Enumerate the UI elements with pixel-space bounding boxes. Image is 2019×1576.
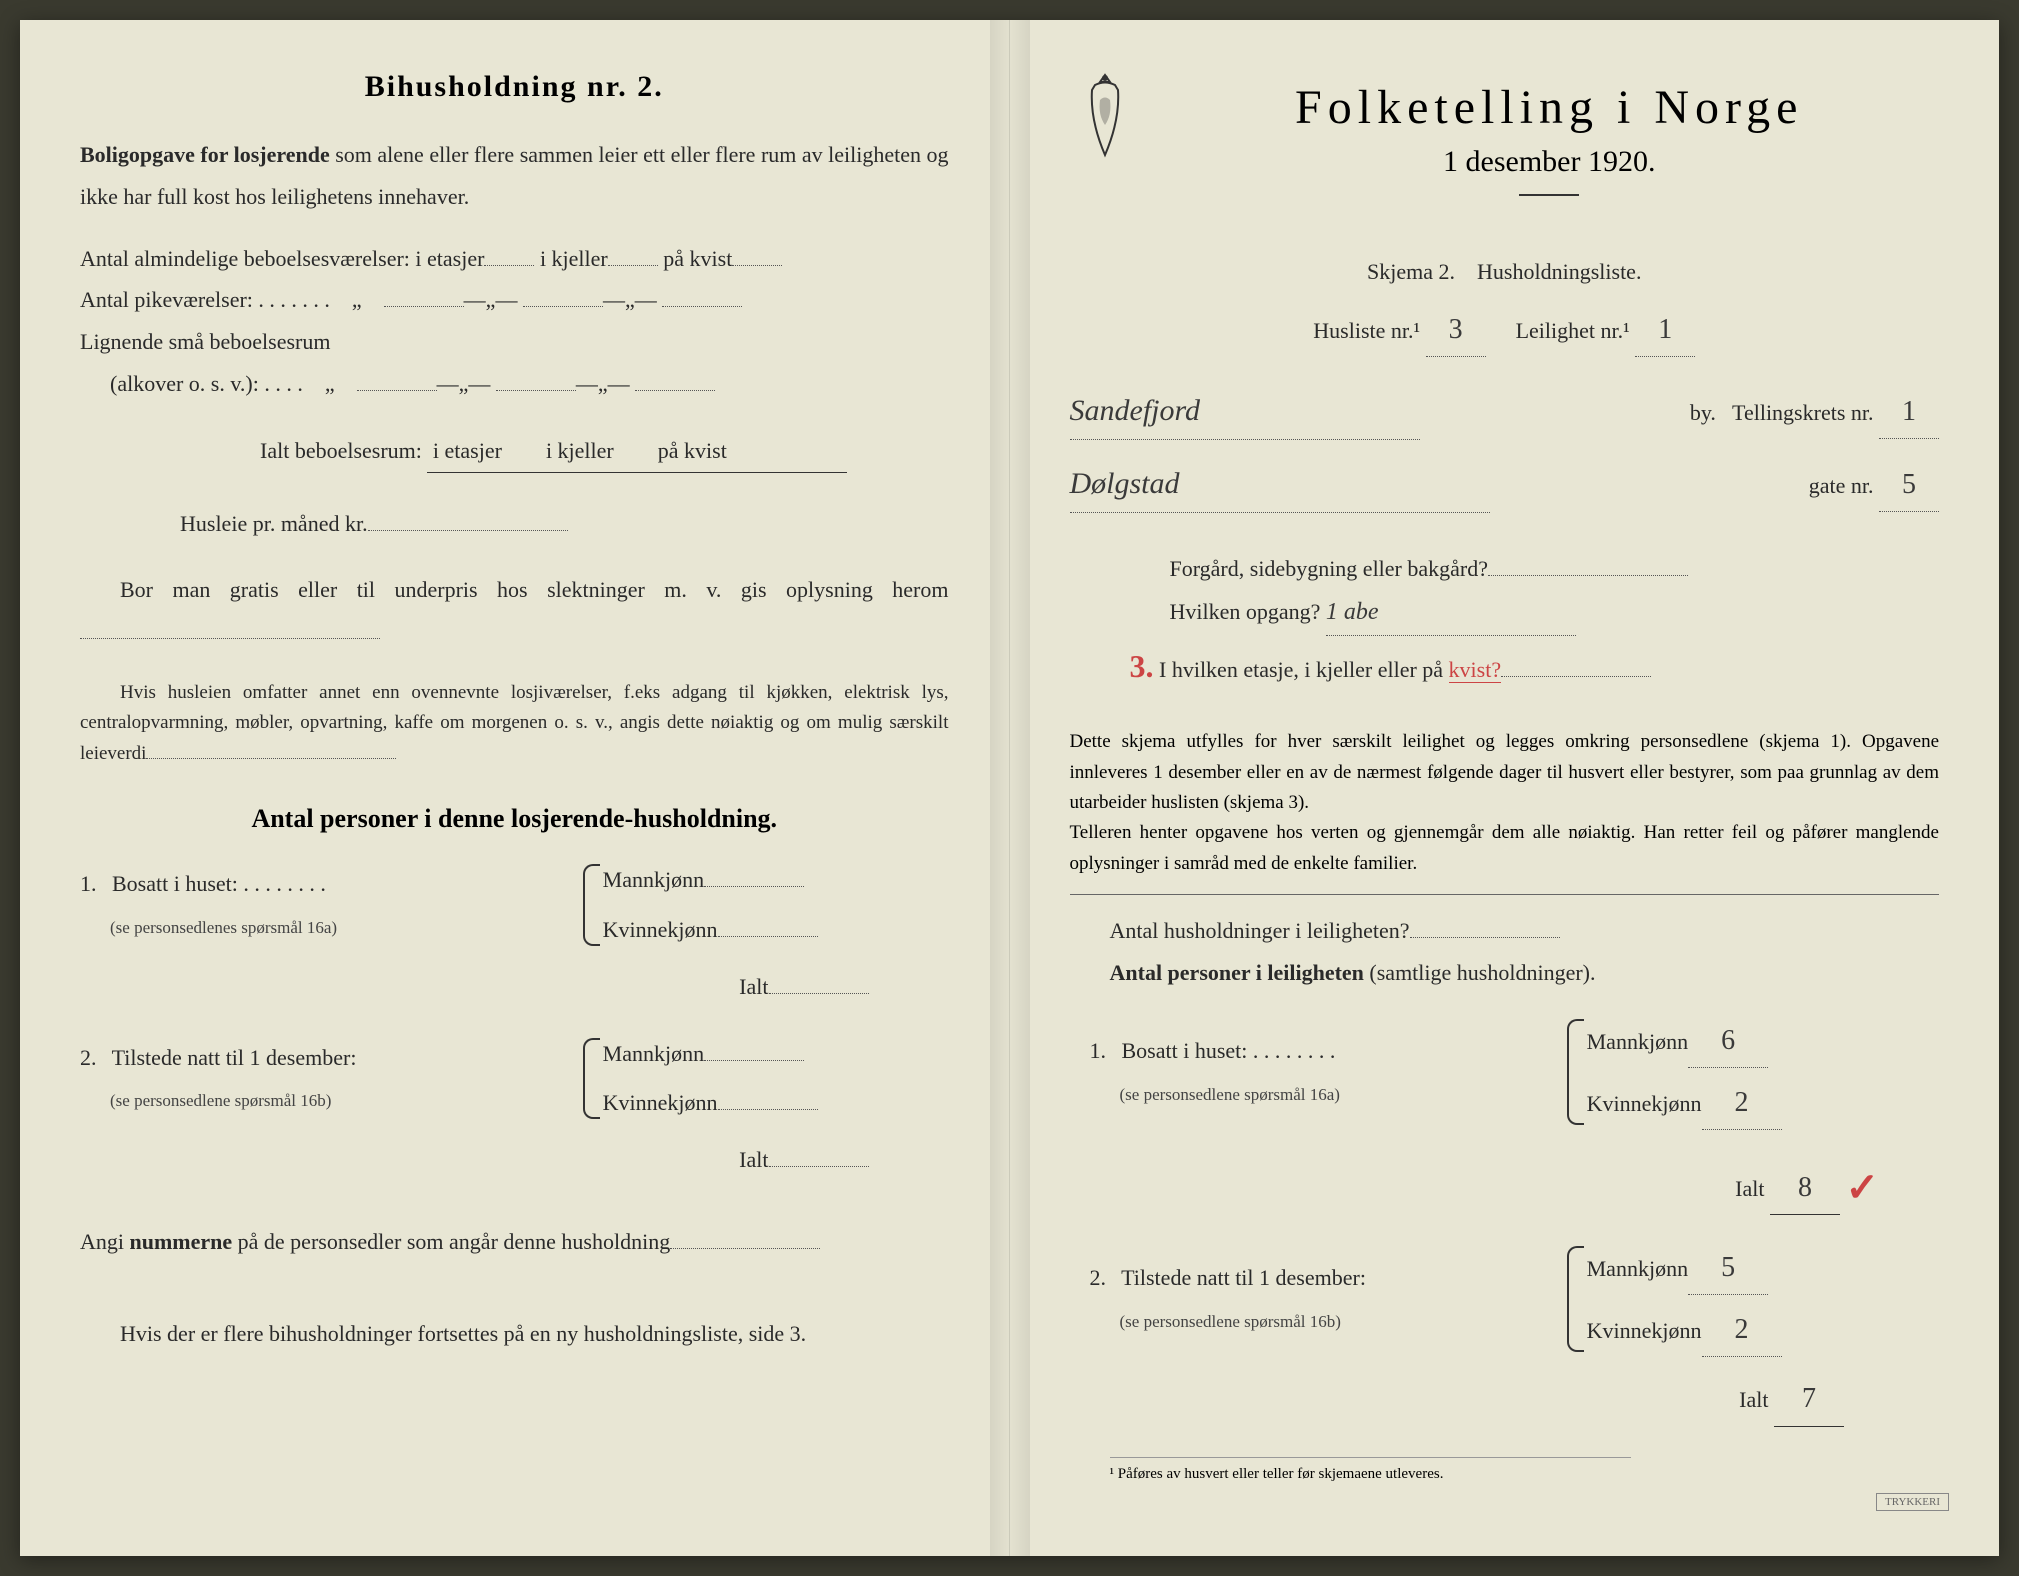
left-title: Bihusholdning nr. 2. xyxy=(80,70,949,104)
right-question-1: 1. Bosatt i huset: . . . . . . . . (se p… xyxy=(1070,1014,1940,1130)
city-row: Sandefjord by. Tellingskrets nr. 1 xyxy=(1070,382,1940,440)
left-page: Bihusholdning nr. 2. Boligopgave for los… xyxy=(20,20,1010,1556)
printer-stamp: TRYKKERI xyxy=(1876,1493,1949,1511)
forgard-line: Forgård, sidebygning eller bakgård? xyxy=(1170,548,1940,590)
total-rooms: Ialt beboelsesrum: i etasjer i kjeller p… xyxy=(260,430,949,473)
title-underline xyxy=(1519,194,1579,196)
street-row: Dølgstad gate nr. 5 xyxy=(1070,455,1940,513)
opgang-line: Hvilken opgang? 1 abe xyxy=(1170,590,1940,637)
gratis-line: Bor man gratis eller til underpris hos s… xyxy=(80,569,949,653)
rooms-line2: Antal pikeværelser: . . . . . . . „ —„— … xyxy=(80,279,949,321)
main-title: Folketelling i Norge xyxy=(1160,80,1940,135)
rent-line: Husleie pr. måned kr. xyxy=(180,503,949,545)
footnote: ¹ Påføres av husvert eller teller før sk… xyxy=(1110,1457,1632,1483)
coat-of-arms-icon xyxy=(1070,70,1140,165)
antal-pers-line: Antal personer i leiligheten (samtlige h… xyxy=(1110,952,1940,994)
right-question-2: 2. Tilstede natt til 1 desember: (se per… xyxy=(1070,1241,1940,1357)
header-block: Folketelling i Norge 1 desember 1920. xyxy=(1070,70,1940,231)
angi-text: Angi nummerne på de personsedler som ang… xyxy=(80,1229,670,1254)
rooms-line1: Antal almindelige beboelsesværelser: i e… xyxy=(80,238,949,280)
instructions: Dette skjema utfylles for hver særskilt … xyxy=(1070,727,1940,879)
persons-heading: Antal personer i denne losjerende-hushol… xyxy=(80,804,949,834)
question-2: 2. Tilstede natt til 1 desember: (se per… xyxy=(80,1033,949,1125)
right-page: Folketelling i Norge 1 desember 1920. Sk… xyxy=(1010,20,2000,1556)
angi-line: Angi nummerne på de personsedler som ang… xyxy=(80,1221,949,1263)
left-footer: Hvis der er flere bihusholdninger fortse… xyxy=(120,1313,949,1355)
husliste-row: Husliste nr.¹ 3 Leilighet nr.¹ 1 xyxy=(1070,303,1940,357)
intro-bold: Boligopgave for losjerende xyxy=(80,142,330,167)
antal-hush-line: Antal husholdninger i leiligheten? xyxy=(1110,910,1940,952)
intro-paragraph: Boligopgave for losjerende som alene ell… xyxy=(80,134,949,218)
schema-row: Skjema 2. Husholdningsliste. xyxy=(1070,251,1940,293)
divider xyxy=(1070,894,1940,895)
etasje-line: 3. I hvilken etasje, i kjeller eller på … xyxy=(1130,636,1940,697)
census-document: Bihusholdning nr. 2. Boligopgave for los… xyxy=(20,20,1999,1556)
hvis-paragraph: Hvis husleien omfatter annet enn ovennev… xyxy=(80,678,949,769)
subtitle: 1 desember 1920. xyxy=(1160,145,1940,179)
question-1: 1. Bosatt i huset: . . . . . . . . (se p… xyxy=(80,859,949,951)
rooms-line3: Lignende små beboelsesrum (alkover o. s.… xyxy=(80,321,949,405)
